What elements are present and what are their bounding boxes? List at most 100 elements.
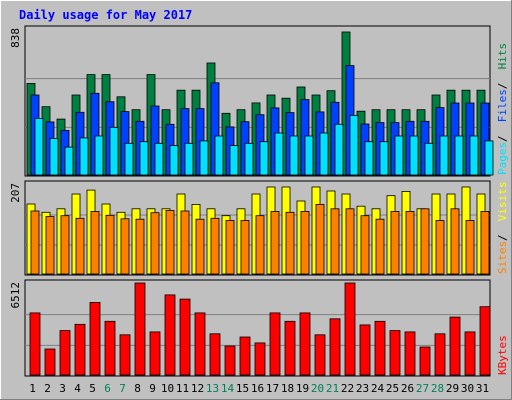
bar-sites-9	[150, 212, 160, 275]
series-sites	[30, 203, 490, 275]
bar-kbytes-16	[254, 342, 266, 376]
x-tick-19: 19	[296, 382, 309, 395]
x-tick-24: 24	[371, 382, 385, 395]
x-tick-15: 15	[236, 382, 249, 395]
bar-pages-14	[229, 145, 239, 176]
bar-sites-4	[75, 217, 85, 275]
bar-pages-8	[139, 141, 149, 176]
bar-pages-28	[439, 135, 449, 176]
bar-kbytes-2	[44, 348, 56, 376]
bar-kbytes-13	[209, 333, 221, 376]
bar-kbytes-1	[29, 312, 41, 376]
x-tick-10: 10	[161, 382, 174, 395]
x-tick-22: 22	[341, 382, 354, 395]
bar-pages-6	[109, 126, 119, 176]
legend-separator: /	[496, 135, 509, 142]
bar-kbytes-20	[314, 334, 326, 376]
x-tick-17: 17	[266, 382, 279, 395]
bar-kbytes-26	[404, 331, 416, 376]
bar-kbytes-14	[224, 345, 236, 376]
x-tick-16: 16	[251, 382, 264, 395]
bar-sites-14	[225, 220, 235, 275]
x-tick-20: 20	[311, 382, 324, 395]
x-tick-31: 31	[476, 382, 489, 395]
x-tick-21: 21	[326, 382, 339, 395]
bar-pages-23	[364, 141, 374, 176]
panel-pages-files-hits: 838 Pages / Files / Hits	[9, 25, 509, 177]
bar-sites-8	[135, 218, 145, 275]
bar-sites-31	[480, 210, 490, 275]
bar-sites-30	[465, 220, 475, 275]
bar-pages-4	[79, 137, 89, 176]
bar-pages-26	[409, 135, 419, 176]
panel-kbytes: 6512 KBytes	[9, 279, 509, 377]
bar-sites-29	[450, 208, 460, 275]
legend-kbytes: KBytes	[496, 335, 509, 375]
panel-visits-sites: 207 Sites / Visits	[9, 180, 509, 276]
legend-visits-sites: Sites / Visits	[496, 181, 509, 274]
x-tick-23: 23	[356, 382, 369, 395]
bar-kbytes-11	[179, 298, 191, 376]
legend-item-sites: Sites	[496, 241, 509, 274]
bar-sites-11	[180, 210, 190, 275]
bar-kbytes-25	[389, 330, 401, 376]
bar-sites-19	[300, 210, 310, 275]
bar-sites-7	[120, 218, 130, 275]
bar-sites-18	[285, 211, 295, 275]
bar-kbytes-31	[479, 306, 491, 376]
legend-item-files: Files	[496, 89, 509, 122]
bar-sites-3	[60, 215, 70, 275]
bar-pages-27	[424, 142, 434, 176]
bar-pages-18	[289, 135, 299, 176]
bar-kbytes-30	[464, 331, 476, 376]
y-max-label: 207	[9, 183, 22, 203]
x-tick-13: 13	[206, 382, 219, 395]
bar-kbytes-21	[329, 318, 341, 376]
legend-item-hits: Hits	[496, 43, 509, 70]
bar-kbytes-19	[299, 312, 311, 376]
x-tick-9: 9	[149, 382, 156, 395]
bar-sites-20	[315, 203, 325, 275]
bar-kbytes-24	[374, 320, 386, 376]
bar-sites-25	[390, 210, 400, 275]
bar-pages-16	[259, 141, 269, 176]
bar-pages-20	[319, 132, 329, 176]
bar-kbytes-28	[434, 333, 446, 376]
bar-kbytes-27	[419, 346, 431, 376]
bar-pages-24	[379, 141, 389, 176]
legend-item-kbytes: KBytes	[496, 335, 509, 375]
bar-kbytes-4	[74, 323, 86, 376]
bar-kbytes-17	[269, 312, 281, 376]
legend-item-pages: Pages	[496, 142, 509, 175]
x-tick-5: 5	[89, 382, 96, 395]
legend-separator: /	[496, 234, 509, 241]
bar-pages-2	[49, 137, 59, 176]
x-tick-27: 27	[416, 382, 429, 395]
x-tick-25: 25	[386, 382, 399, 395]
bar-kbytes-23	[359, 324, 371, 376]
bar-kbytes-8	[134, 282, 146, 376]
bar-pages-29	[454, 135, 464, 176]
legend-separator: /	[496, 83, 509, 90]
bar-pages-5	[94, 135, 104, 176]
bar-sites-24	[375, 218, 385, 275]
bar-pages-3	[64, 146, 74, 176]
series-kbytes	[29, 282, 491, 376]
x-tick-26: 26	[401, 382, 414, 395]
bar-kbytes-5	[89, 301, 101, 376]
bar-pages-13	[214, 135, 224, 176]
bar-kbytes-22	[344, 282, 356, 376]
x-tick-28: 28	[431, 382, 444, 395]
bar-pages-15	[244, 142, 254, 176]
bar-pages-11	[184, 142, 194, 176]
bar-pages-1	[34, 118, 44, 176]
bar-sites-13	[210, 217, 220, 275]
bar-pages-19	[304, 135, 314, 176]
bar-kbytes-3	[59, 330, 71, 376]
x-tick-6: 6	[104, 382, 111, 395]
x-tick-12: 12	[191, 382, 204, 395]
bar-pages-10	[169, 145, 179, 176]
bar-pages-12	[199, 140, 209, 176]
bar-kbytes-18	[284, 320, 296, 376]
